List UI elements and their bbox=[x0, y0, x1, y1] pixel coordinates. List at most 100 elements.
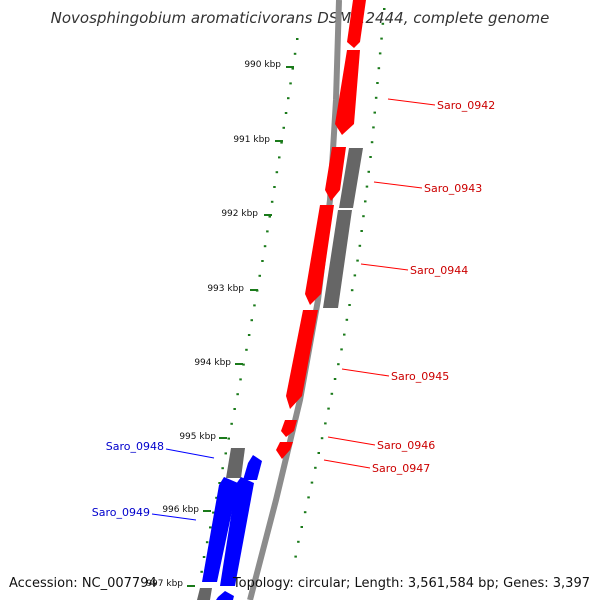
gene-label-saro-0942: Saro_0942 bbox=[437, 99, 495, 112]
ruler-tick-991 bbox=[275, 140, 283, 142]
outer-ticks-tick bbox=[224, 452, 227, 455]
gene-label-saro-0947: Saro_0947 bbox=[372, 462, 430, 475]
inner-ticks-tick bbox=[374, 96, 378, 99]
outer-ticks-tick bbox=[296, 38, 299, 40]
inner-ticks-tick bbox=[356, 259, 359, 262]
outer-ticks-tick bbox=[227, 437, 230, 440]
outer-ticks-tick bbox=[291, 67, 294, 70]
inner-tick-track bbox=[294, 8, 386, 558]
inner-ticks-tick bbox=[337, 363, 340, 366]
genome-title: Novosphingobium aromaticivorans DSM 1244… bbox=[51, 9, 550, 27]
inner-ticks-tick bbox=[294, 555, 297, 558]
outer-ticks-tick bbox=[239, 378, 242, 381]
gene-arrow-saro-0946 bbox=[281, 420, 297, 437]
outer-ticks-tick bbox=[275, 171, 279, 174]
inner-ticks-tick bbox=[358, 244, 362, 247]
inner-ticks-tick bbox=[314, 466, 317, 469]
inner-ticks-tick bbox=[360, 230, 363, 232]
inner-ticks-tick bbox=[303, 511, 307, 514]
outer-ticks-tick bbox=[261, 260, 264, 262]
inner-ticks-tick bbox=[383, 8, 386, 10]
leader-saro-0944 bbox=[360, 263, 409, 271]
inner-ticks-tick bbox=[340, 348, 343, 351]
gene-arrow-saro-0944 bbox=[305, 205, 334, 305]
outer-ticks-tick bbox=[278, 156, 281, 159]
inner-ticks-tick bbox=[343, 333, 346, 336]
outer-ticks-tick bbox=[263, 245, 267, 248]
reverse-genes bbox=[202, 455, 262, 600]
ruler-tick-990 bbox=[286, 66, 294, 68]
gene-arrow-saro-0949-inner bbox=[220, 477, 254, 586]
inner-ticks-tick bbox=[364, 200, 367, 203]
gene-arrow-saro-0943 bbox=[325, 147, 346, 201]
inner-ticks-tick bbox=[317, 452, 320, 454]
gene-label-saro-0948: Saro_0948 bbox=[106, 440, 164, 453]
outer-ticks-tick bbox=[202, 556, 206, 558]
outer-ticks-tick bbox=[289, 82, 292, 85]
inner-ticks-tick bbox=[297, 540, 300, 543]
other-features bbox=[197, 148, 363, 600]
ruler: 990 kbp 991 kbp 992 kbp 993 kbp 994 kbp … bbox=[146, 60, 294, 589]
inner-ticks-tick bbox=[377, 67, 381, 70]
outer-tick-track bbox=[200, 38, 299, 573]
ruler-label-996: 996 kbp bbox=[162, 505, 199, 515]
leader-saro-0948 bbox=[165, 448, 215, 459]
inner-ticks-tick bbox=[376, 82, 379, 84]
inner-ticks-tick bbox=[333, 378, 337, 380]
outer-ticks-tick bbox=[273, 186, 276, 188]
outer-ticks-tick bbox=[205, 541, 209, 544]
gene-arrow-bottom bbox=[216, 591, 234, 600]
accession-text: Accession: NC_007794 bbox=[9, 576, 157, 591]
outer-ticks-tick bbox=[258, 274, 261, 277]
ruler-label-991: 991 kbp bbox=[233, 135, 270, 145]
outer-ticks-tick bbox=[236, 393, 239, 396]
outer-ticks-tick bbox=[266, 230, 269, 233]
ruler-tick-994 bbox=[235, 363, 243, 365]
inner-ticks-tick bbox=[372, 126, 375, 129]
outer-ticks-tick bbox=[209, 526, 212, 529]
inner-ticks-tick bbox=[373, 111, 376, 114]
gene-arrow-saro-0945 bbox=[286, 310, 318, 409]
ruler-tick-995 bbox=[219, 437, 227, 439]
inner-ticks-tick bbox=[365, 185, 369, 188]
leader-saro-0942 bbox=[387, 98, 436, 106]
outer-ticks-tick bbox=[282, 126, 285, 129]
outer-ticks-tick bbox=[284, 112, 288, 114]
outer-ticks-tick bbox=[287, 97, 290, 100]
inner-ticks-tick bbox=[330, 392, 334, 395]
outer-ticks-tick bbox=[270, 200, 274, 203]
forward-genes bbox=[276, 0, 366, 459]
outer-ticks-tick bbox=[293, 52, 297, 55]
outer-ticks-tick bbox=[268, 215, 271, 218]
inner-ticks-tick bbox=[369, 156, 372, 158]
gene-arrow-saro-0947 bbox=[276, 442, 293, 459]
ruler-tick-993 bbox=[250, 289, 258, 291]
gene-label-saro-0945: Saro_0945 bbox=[391, 370, 449, 383]
gene-arrow-saro-0949-outer bbox=[202, 477, 238, 582]
gene-arrow-saro-0942 bbox=[335, 50, 360, 135]
outer-ticks-tick bbox=[212, 511, 215, 514]
outer-ticks-tick bbox=[221, 467, 224, 470]
inner-ticks-tick bbox=[327, 407, 330, 410]
ruler-label-990: 990 kbp bbox=[244, 60, 281, 70]
ruler-tick-996 bbox=[203, 510, 211, 512]
outer-ticks-tick bbox=[215, 496, 218, 499]
inner-ticks-tick bbox=[353, 274, 357, 277]
outer-ticks-tick bbox=[250, 319, 253, 322]
outer-ticks-tick bbox=[200, 570, 203, 573]
inner-ticks-tick bbox=[310, 481, 314, 484]
inner-ticks-tick bbox=[350, 289, 354, 292]
outer-ticks-tick bbox=[245, 348, 248, 351]
outer-ticks-tick bbox=[247, 334, 251, 336]
outer-ticks-tick bbox=[230, 422, 233, 425]
inner-ticks-tick bbox=[348, 304, 351, 306]
inner-ticks-tick bbox=[381, 22, 385, 25]
leader-saro-0943 bbox=[373, 181, 423, 189]
leader-saro-0949 bbox=[151, 513, 197, 521]
outer-ticks-tick bbox=[242, 363, 245, 366]
ruler-tick-992 bbox=[264, 214, 272, 216]
inner-ticks-tick bbox=[378, 52, 382, 55]
inner-ticks-tick bbox=[300, 526, 303, 528]
inner-ticks-tick bbox=[362, 215, 365, 218]
